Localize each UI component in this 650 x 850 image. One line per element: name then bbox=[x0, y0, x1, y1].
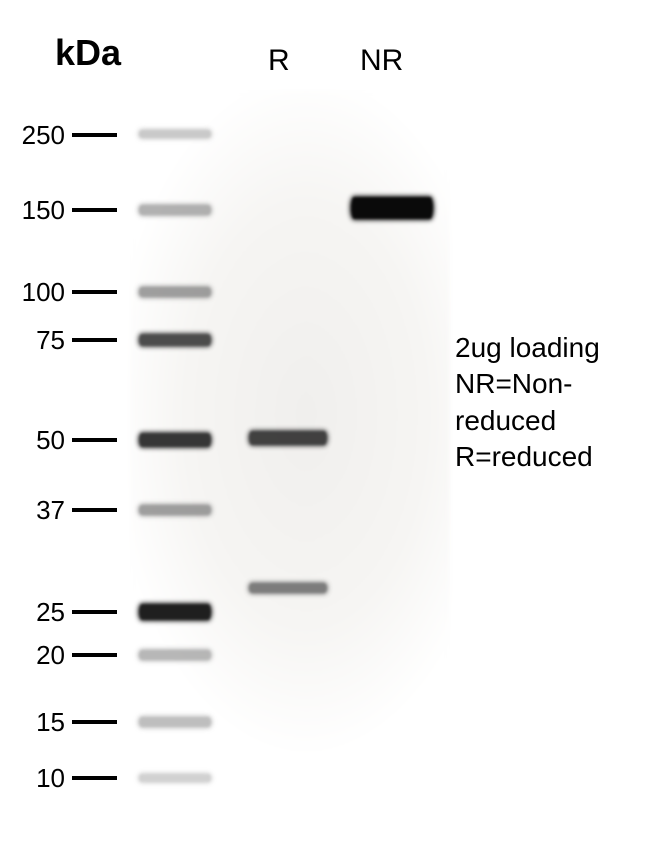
gel-band bbox=[139, 650, 211, 660]
mw-label: 25 bbox=[15, 597, 65, 628]
mw-tick bbox=[72, 610, 117, 614]
mw-tick bbox=[72, 290, 117, 294]
mw-label: 75 bbox=[15, 325, 65, 356]
gel-band bbox=[249, 431, 327, 445]
lane-header: R bbox=[268, 44, 290, 78]
gel-band bbox=[139, 717, 211, 727]
mw-tick bbox=[72, 776, 117, 780]
gel-band bbox=[139, 287, 211, 297]
annotation-line: reduced bbox=[455, 403, 600, 439]
gel-band bbox=[139, 774, 211, 782]
mw-label: 15 bbox=[15, 707, 65, 738]
annotation-line: 2ug loading bbox=[455, 330, 600, 366]
lane-header: NR bbox=[360, 44, 403, 78]
mw-tick bbox=[72, 338, 117, 342]
gel-band bbox=[139, 604, 211, 620]
mw-tick bbox=[72, 208, 117, 212]
mw-label: 20 bbox=[15, 640, 65, 671]
mw-tick bbox=[72, 653, 117, 657]
annotation-line: NR=Non- bbox=[455, 366, 600, 402]
mw-tick bbox=[72, 720, 117, 724]
mw-label: 37 bbox=[15, 495, 65, 526]
legend-annotation: 2ug loadingNR=Non-reducedR=reduced bbox=[455, 330, 600, 476]
mw-tick bbox=[72, 508, 117, 512]
gel-band bbox=[139, 130, 211, 138]
mw-label: 50 bbox=[15, 425, 65, 456]
mw-label: 150 bbox=[15, 195, 65, 226]
mw-tick bbox=[72, 438, 117, 442]
gel-band bbox=[139, 334, 211, 346]
gel-band bbox=[351, 197, 433, 219]
kda-axis-title: kDa bbox=[55, 32, 121, 74]
gel-band bbox=[139, 505, 211, 515]
annotation-line: R=reduced bbox=[455, 439, 600, 475]
gel-band bbox=[249, 583, 327, 593]
mw-label: 250 bbox=[15, 120, 65, 151]
mw-tick bbox=[72, 133, 117, 137]
mw-label: 100 bbox=[15, 277, 65, 308]
mw-label: 10 bbox=[15, 763, 65, 794]
gel-band bbox=[139, 205, 211, 215]
gel-figure: kDa R NR 250 150 100 75 50 37 25 20 15 10 2ug load… bbox=[0, 0, 650, 850]
gel-band bbox=[139, 433, 211, 447]
